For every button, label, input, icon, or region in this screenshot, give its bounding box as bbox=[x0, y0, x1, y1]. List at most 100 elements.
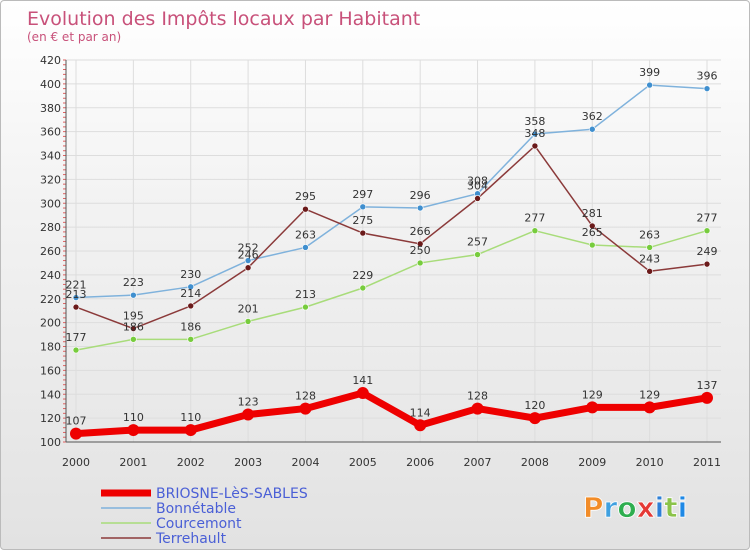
y-tick-label: 400 bbox=[40, 78, 61, 91]
data-point bbox=[414, 419, 427, 432]
data-label: 296 bbox=[410, 189, 431, 202]
data-point bbox=[244, 318, 252, 325]
data-label: 257 bbox=[467, 236, 488, 249]
data-point bbox=[242, 408, 255, 421]
y-tick-label: 220 bbox=[40, 293, 61, 306]
data-point bbox=[416, 240, 424, 248]
data-label: 250 bbox=[410, 244, 431, 257]
data-point bbox=[302, 244, 309, 251]
data-label: 399 bbox=[639, 66, 660, 79]
data-point bbox=[359, 203, 367, 211]
legend: BRIOSNE-LèS-SABLESBonnétableCourcemontTe… bbox=[101, 486, 308, 547]
x-tick-label: 2000 bbox=[62, 456, 90, 469]
data-label: 110 bbox=[180, 411, 201, 424]
data-point bbox=[302, 205, 309, 213]
data-point bbox=[643, 401, 656, 414]
chart-title: Evolution des Impôts locaux par Habitant bbox=[27, 8, 420, 30]
chart-subtitle: (en € et par an) bbox=[27, 30, 121, 44]
data-label: 243 bbox=[639, 252, 660, 265]
y-tick-label: 140 bbox=[40, 388, 61, 401]
data-label: 129 bbox=[582, 388, 603, 401]
x-tick-label: 2008 bbox=[521, 456, 549, 469]
proxiti-logo: Proxiti bbox=[583, 491, 688, 525]
data-label: 123 bbox=[238, 396, 259, 409]
data-point bbox=[72, 303, 80, 311]
data-point bbox=[646, 244, 653, 251]
data-label: 277 bbox=[697, 212, 718, 225]
data-label: 275 bbox=[352, 214, 373, 227]
data-point bbox=[588, 125, 596, 133]
data-label: 107 bbox=[66, 415, 87, 428]
series-markers bbox=[70, 81, 713, 440]
y-tick-label: 360 bbox=[40, 126, 61, 139]
y-tick-label: 100 bbox=[40, 436, 61, 449]
data-point bbox=[299, 402, 312, 415]
data-label: 129 bbox=[639, 388, 660, 401]
x-tick-label: 2006 bbox=[406, 456, 434, 469]
data-label: 213 bbox=[66, 288, 87, 301]
y-tick-label: 280 bbox=[40, 221, 61, 234]
data-label: 201 bbox=[238, 302, 259, 315]
series-line-3 bbox=[75, 145, 708, 330]
y-tick-label: 260 bbox=[40, 245, 61, 258]
data-label: 265 bbox=[582, 226, 603, 239]
logo-letter: x bbox=[637, 491, 655, 524]
x-tick-label: 2009 bbox=[578, 456, 606, 469]
data-label: 221 bbox=[66, 279, 87, 292]
data-label: 277 bbox=[524, 212, 545, 225]
data-point bbox=[701, 391, 713, 404]
logo-text: Proxiti bbox=[583, 491, 687, 524]
data-point bbox=[359, 229, 367, 237]
logo-letter: i bbox=[655, 491, 665, 524]
legend-label: BRIOSNE-LèS-SABLES bbox=[156, 486, 308, 502]
data-point bbox=[528, 412, 541, 425]
data-label: 308 bbox=[467, 175, 488, 188]
data-label: 186 bbox=[123, 320, 144, 333]
data-label: 120 bbox=[524, 399, 545, 412]
data-point bbox=[72, 346, 80, 354]
data-label: 229 bbox=[352, 269, 373, 282]
data-point bbox=[184, 424, 197, 437]
data-label: 281 bbox=[582, 207, 603, 220]
y-tick-label: 200 bbox=[40, 317, 61, 330]
logo-letter: P bbox=[583, 491, 604, 524]
x-tick-label: 2003 bbox=[234, 456, 262, 469]
data-point bbox=[359, 284, 367, 292]
data-point bbox=[187, 283, 195, 291]
data-label: 252 bbox=[238, 242, 259, 255]
data-label: 128 bbox=[295, 390, 316, 403]
data-label: 137 bbox=[697, 379, 718, 392]
data-label: 263 bbox=[639, 228, 660, 241]
data-point bbox=[703, 227, 711, 235]
data-point bbox=[703, 85, 711, 92]
data-label: 304 bbox=[467, 179, 488, 192]
x-tick-label: 2004 bbox=[291, 456, 319, 469]
data-label: 214 bbox=[180, 287, 201, 300]
data-point bbox=[474, 195, 481, 202]
data-label: 110 bbox=[123, 411, 144, 424]
data-point bbox=[356, 387, 369, 400]
data-point bbox=[244, 257, 252, 264]
data-label: 230 bbox=[180, 268, 201, 281]
logo-letter: i bbox=[678, 491, 688, 524]
data-label: 295 bbox=[295, 190, 316, 203]
data-label: 195 bbox=[123, 310, 144, 323]
y-tick-label: 180 bbox=[40, 341, 61, 354]
data-labels: 221 223 230 252 263 297 296 308 358 362 399 396 177 1… bbox=[66, 66, 718, 428]
data-point bbox=[588, 241, 596, 249]
series-line-1 bbox=[75, 84, 708, 299]
y-tick-label: 160 bbox=[40, 364, 61, 377]
data-label: 223 bbox=[123, 276, 144, 289]
data-point bbox=[531, 130, 539, 138]
data-label: 266 bbox=[410, 225, 431, 238]
data-point bbox=[646, 267, 653, 275]
y-tick-label: 120 bbox=[40, 412, 61, 425]
data-point bbox=[130, 325, 137, 332]
y-tick-label: 300 bbox=[40, 197, 61, 210]
data-point bbox=[130, 336, 137, 343]
data-point bbox=[646, 81, 653, 89]
x-tick-label: 2001 bbox=[119, 456, 147, 469]
y-tick-label: 380 bbox=[40, 102, 61, 115]
